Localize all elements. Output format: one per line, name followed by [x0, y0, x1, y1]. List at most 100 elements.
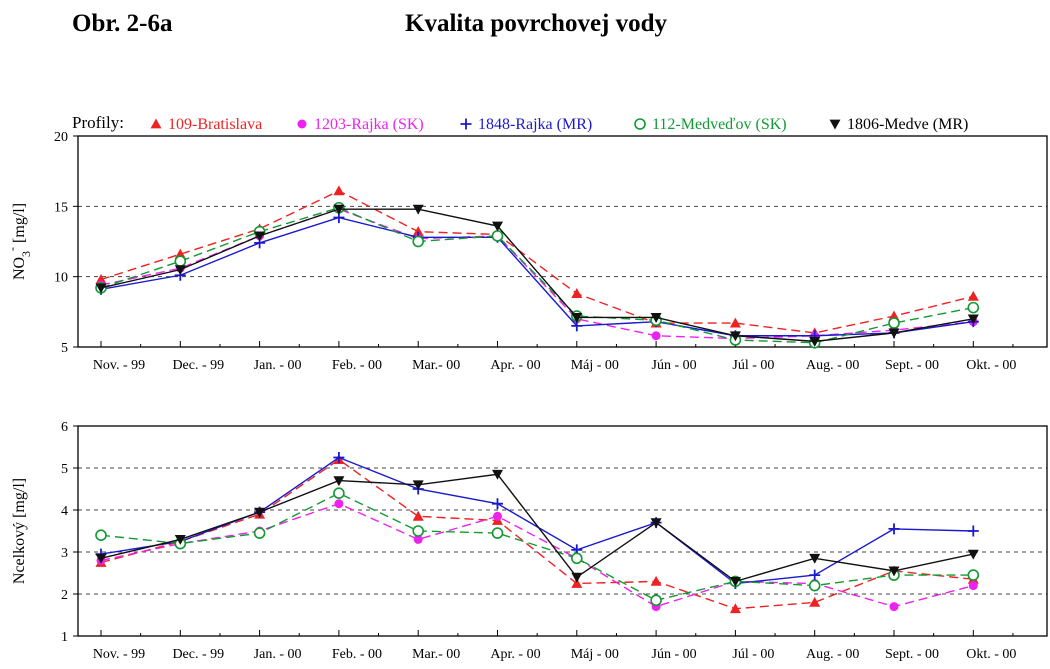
data-point	[174, 265, 186, 276]
data-point	[967, 549, 979, 560]
data-point	[729, 317, 741, 328]
data-point	[95, 273, 107, 284]
data-point	[254, 507, 266, 518]
x-tick-label: Júl - 00	[732, 647, 774, 662]
x-tick-label: Feb. - 00	[332, 358, 382, 373]
data-point	[95, 553, 107, 564]
series-line	[100, 190, 974, 334]
data-point	[729, 577, 741, 587]
chart-panel-1: 5 10 15 20 Nov. - 99 Dec. - 99 Jan. - 00 Feb. -…	[5, 130, 1048, 373]
data-point	[650, 594, 662, 607]
data-point	[968, 581, 978, 591]
series-line	[100, 216, 974, 337]
x-tick-label: Mar.- 00	[412, 647, 460, 662]
data-point	[493, 511, 502, 521]
y-tick-label: 6	[61, 420, 68, 435]
legend-marker	[460, 118, 472, 130]
plot-frame	[77, 135, 1048, 348]
x-tick-label: Sept. - 00	[885, 358, 939, 373]
data-point	[491, 230, 504, 242]
series-1	[95, 454, 979, 614]
legend-label: 109-Bratislava	[168, 116, 262, 133]
x-tick-label: Mar.- 00	[412, 358, 460, 373]
data-point	[729, 603, 741, 614]
data-point	[333, 476, 345, 487]
legend-item-2: 1203-Rajka (SK)	[297, 116, 424, 133]
legend: Profily: 109-Bratislava 1203-Rajka (SK) 184…	[72, 113, 968, 133]
data-point	[809, 569, 821, 581]
data-point	[888, 328, 900, 339]
legend-item-5: 1806-Medve (MR)	[829, 116, 968, 133]
x-tick-label: Máj - 00	[571, 358, 619, 373]
data-point	[174, 255, 187, 267]
legend-marker	[297, 119, 307, 129]
y-tick-label: 10	[54, 271, 68, 286]
y-tick-label: 3	[61, 546, 68, 561]
data-point	[333, 452, 345, 463]
data-point	[651, 331, 661, 341]
y-tick-label: 4	[61, 504, 68, 519]
data-point	[967, 301, 980, 314]
x-tick-label: Jan. - 00	[254, 358, 302, 373]
data-point	[650, 518, 662, 529]
x-tick-label: Aug. - 00	[806, 647, 859, 662]
legend-marker	[829, 119, 841, 130]
y-axis-label: NO3- [mg/l]	[5, 203, 33, 280]
data-point	[412, 480, 424, 491]
data-point	[412, 204, 424, 215]
data-point	[95, 283, 107, 294]
data-point	[333, 204, 345, 215]
legend-marker	[150, 118, 162, 129]
data-point	[967, 290, 979, 301]
plot-frame	[77, 425, 1048, 637]
series-line	[100, 502, 974, 608]
data-point	[333, 487, 345, 500]
y-tick-label: 15	[54, 200, 68, 215]
x-tick-label: Okt. - 00	[966, 358, 1016, 373]
data-point	[889, 602, 899, 612]
series-1	[95, 185, 979, 338]
data-point	[650, 575, 662, 586]
data-point	[333, 185, 345, 196]
data-point	[729, 331, 741, 342]
data-point	[412, 525, 425, 537]
y-tick-label: 20	[54, 130, 68, 145]
y-tick-label: 5	[61, 462, 68, 477]
series-line	[100, 456, 974, 585]
x-tick-label: Jún - 00	[652, 647, 697, 662]
x-tick-label: Apr. - 00	[490, 358, 540, 373]
data-point	[967, 525, 979, 537]
x-tick-label: Aug. - 00	[806, 358, 859, 373]
series-line	[100, 208, 974, 340]
x-tick-label: Nov. - 99	[93, 647, 145, 662]
x-tick-label: Jan. - 00	[254, 647, 302, 662]
x-tick-label: Apr. - 00	[490, 647, 540, 662]
series-4	[95, 487, 980, 607]
data-point	[492, 221, 503, 232]
series-4	[95, 201, 980, 349]
data-point	[571, 578, 583, 588]
data-point	[413, 534, 423, 544]
legend-item-1: 109-Bratislava	[150, 116, 262, 133]
y-tick-label: 5	[61, 341, 68, 356]
data-point	[967, 314, 979, 325]
data-point	[492, 469, 503, 480]
y-axis-label: Ncelkový [mg/l]	[11, 478, 28, 584]
data-point	[253, 527, 266, 539]
data-point	[888, 317, 900, 329]
data-point	[808, 579, 821, 592]
data-point	[571, 313, 583, 323]
series-5	[95, 469, 979, 587]
series-3	[95, 452, 979, 589]
legend-label: 1848-Rajka (MR)	[478, 116, 592, 133]
x-tick-label: Feb. - 00	[332, 647, 382, 662]
data-point	[491, 527, 504, 539]
data-point	[809, 553, 821, 564]
x-tick-label: Júl - 00	[732, 358, 774, 373]
data-point	[809, 596, 821, 607]
data-point	[334, 499, 344, 509]
data-point	[174, 248, 186, 259]
figure-number: Obr. 2-6a	[72, 10, 173, 37]
x-tick-label: Dec. - 99	[172, 647, 224, 662]
